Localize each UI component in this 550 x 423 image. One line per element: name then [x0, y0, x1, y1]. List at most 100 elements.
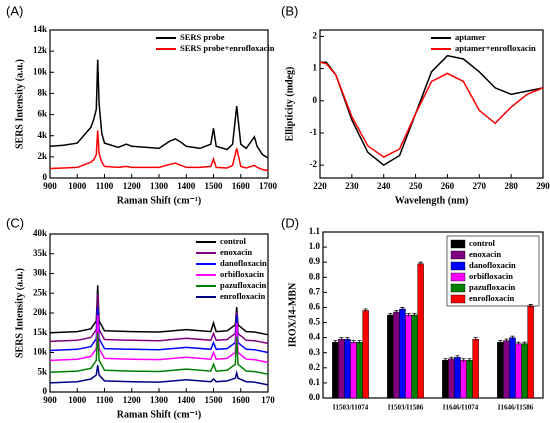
panel-label: (D)	[281, 215, 299, 230]
error-bar	[522, 341, 527, 346]
y-axis-label: SERS Intensity (a.u.)	[14, 268, 25, 358]
bar	[515, 343, 522, 399]
error-bar	[504, 338, 509, 343]
legend-swatch	[450, 261, 466, 271]
bar	[332, 341, 339, 399]
y-tick-label: 20k	[33, 307, 47, 317]
x-tick-label: 170	[261, 395, 275, 405]
error-bar	[443, 358, 448, 362]
y-tick-label: 1	[313, 63, 318, 73]
y-tick-label: 0	[43, 172, 48, 182]
x-tick-label: I1646/I1586	[498, 404, 534, 412]
x-tick-label: 1500	[205, 181, 224, 191]
y-axis-label: Ellipticity (mdeg)	[284, 67, 295, 142]
legend-label: aptamer+enrofloxacin	[455, 43, 536, 53]
legend-box	[446, 235, 540, 307]
bar	[442, 360, 449, 399]
line-series	[319, 61, 544, 158]
bar	[356, 341, 363, 399]
x-tick-label: 1100	[96, 395, 114, 405]
y-axis-label: IROX/I4-MBN	[287, 282, 298, 347]
x-tick-label: 1400	[177, 395, 196, 405]
bar	[417, 263, 424, 399]
y-tick-label: 4k	[37, 130, 47, 140]
legend-swatch	[450, 294, 466, 304]
error-bar	[510, 335, 515, 340]
error-bar	[449, 356, 454, 361]
line-series	[49, 364, 269, 386]
legend-label: danofloxacin	[469, 260, 516, 270]
bar	[509, 337, 516, 399]
error-bar	[412, 313, 417, 317]
y-tick-label: 0.2	[309, 362, 321, 372]
x-axis-label: Wavelength (nm)	[395, 195, 469, 206]
x-tick-label: 260	[441, 181, 455, 191]
y-tick-label: 10k	[33, 347, 47, 357]
line-series	[49, 59, 269, 159]
x-tick-label: 1000	[68, 395, 87, 405]
x-tick-label: I1503/I1586	[388, 404, 424, 412]
x-tick-label: 230	[345, 181, 359, 191]
y-tick-label: 0	[313, 95, 318, 105]
line-series	[49, 130, 269, 172]
y-tick-label: 0.1	[309, 377, 321, 387]
x-tick-label: 1100	[96, 181, 114, 191]
x-tick-label: 1200	[123, 395, 142, 405]
error-bar	[516, 341, 521, 346]
x-axis-label: Raman Shift (cm⁻¹)	[117, 195, 201, 206]
legend-swatch	[450, 250, 466, 260]
y-tick-label: 35k	[33, 248, 47, 258]
y-tick-label: 0.5	[309, 317, 321, 327]
x-tick-label: 1600	[232, 395, 251, 405]
x-tick-label: 280	[504, 181, 518, 191]
error-bar	[339, 337, 344, 341]
y-tick-label: 8k	[37, 87, 47, 97]
bar	[393, 311, 400, 399]
bar	[503, 340, 510, 399]
bar	[411, 314, 418, 399]
bar	[472, 338, 479, 399]
bar	[460, 360, 467, 399]
legend-label: pazufloxacin	[220, 280, 267, 290]
bar	[399, 308, 406, 399]
x-axis-label: Raman Shift (cm⁻¹)	[117, 409, 201, 420]
y-tick-label: 6k	[37, 109, 47, 119]
y-tick-label: -1	[310, 127, 318, 137]
error-bar	[351, 340, 356, 344]
x-tick-label: I1503/I1074	[333, 404, 369, 412]
y-tick-label: -2	[310, 159, 318, 169]
bar	[527, 305, 534, 399]
panel: (D) 0.0 0.1 0.2 0.3 0.4 0.5 0.6 0.7 0.8 0.9 1.0 1.1 I…	[281, 215, 544, 412]
bar	[338, 338, 345, 399]
error-bar	[461, 358, 466, 362]
panel-label: (C)	[6, 215, 24, 230]
legend-swatch	[450, 272, 466, 282]
y-tick-label: 15k	[33, 327, 47, 337]
bar	[448, 358, 455, 399]
y-tick-label: 1.0	[309, 241, 321, 251]
line-series	[320, 54, 544, 167]
bar	[454, 357, 461, 399]
y-tick-label: 10k	[33, 66, 47, 76]
y-tick-label: 2k	[37, 151, 47, 161]
legend-label: enoxacin	[469, 249, 501, 259]
bar	[350, 341, 357, 399]
legend-swatch	[450, 283, 466, 293]
error-bar	[418, 261, 423, 266]
bar	[387, 314, 394, 399]
bar	[344, 338, 351, 399]
error-bar	[345, 337, 350, 341]
x-tick-label: 290	[536, 181, 550, 191]
y-tick-label: 25k	[33, 287, 47, 297]
legend-label: SERS probe	[180, 32, 225, 42]
legend-label: enrofloxacin	[469, 293, 514, 303]
y-tick-label: 0	[43, 386, 48, 396]
x-tick-label: 1300	[150, 181, 169, 191]
x-tick-label: 250	[409, 181, 423, 191]
error-bar	[357, 340, 362, 344]
x-tick-label: 1700	[259, 181, 278, 191]
x-tick-label: 1600	[232, 181, 251, 191]
y-tick-label: 40k	[33, 228, 47, 238]
legend-label: control	[220, 236, 246, 246]
